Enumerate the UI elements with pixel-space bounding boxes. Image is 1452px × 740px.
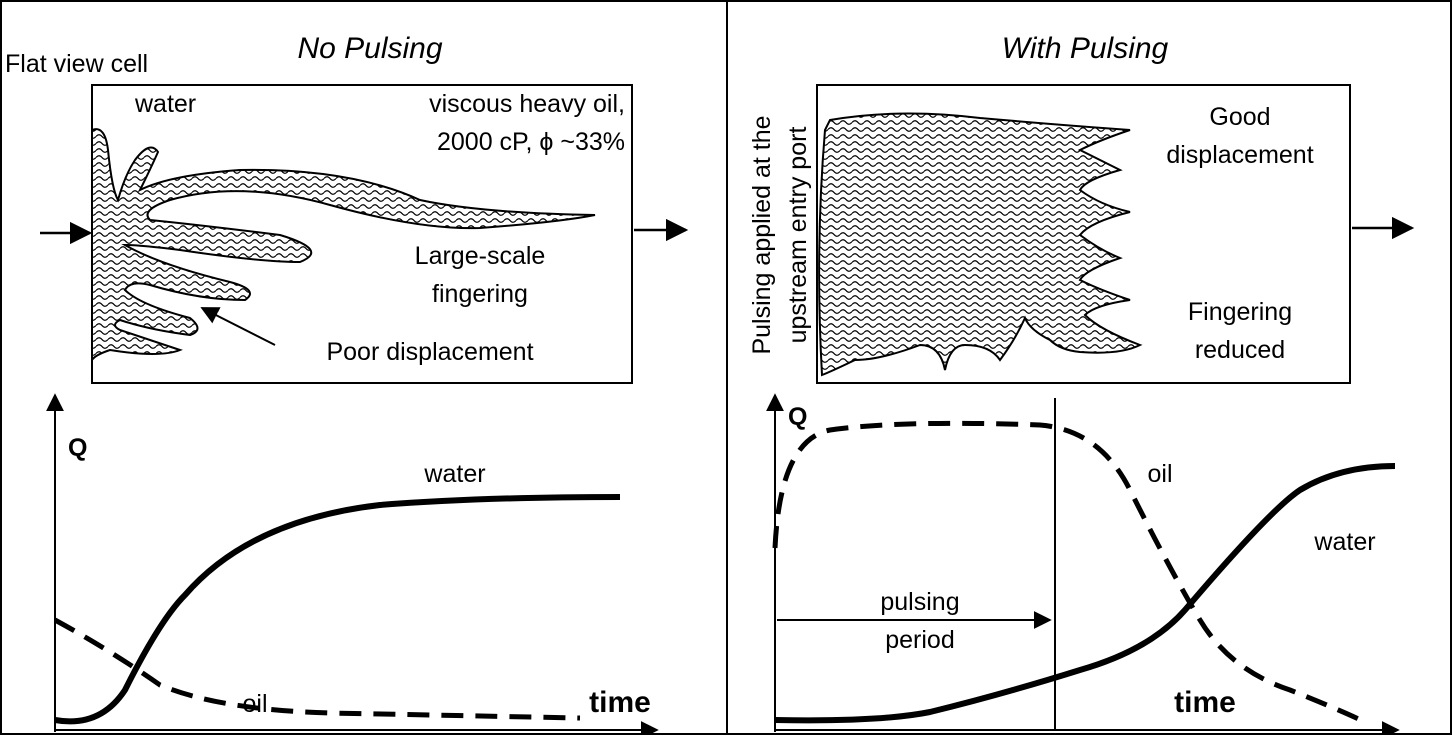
label: oil bbox=[1147, 460, 1172, 488]
axis-label: Q bbox=[68, 434, 87, 462]
label: displacement bbox=[1166, 141, 1313, 169]
left-panel: No Pulsing Flat view cell water viscous … bbox=[5, 32, 689, 739]
label: oil bbox=[242, 690, 267, 718]
oil-fingers bbox=[91, 128, 596, 364]
label: Large-scale bbox=[415, 242, 546, 270]
axis-label: time bbox=[589, 686, 651, 719]
label: 2000 cP, ϕ ~33% bbox=[437, 128, 625, 156]
axis-label: Q bbox=[788, 403, 807, 431]
label: water bbox=[1313, 528, 1375, 556]
label: reduced bbox=[1195, 336, 1285, 364]
water-curve bbox=[774, 463, 1396, 724]
label: water bbox=[423, 460, 485, 488]
title: No Pulsing bbox=[297, 32, 442, 65]
arrow bbox=[200, 307, 276, 346]
water-curve bbox=[54, 494, 621, 725]
label: Good bbox=[1209, 103, 1270, 131]
title: With Pulsing bbox=[1002, 32, 1169, 65]
label: Fingering bbox=[1188, 298, 1292, 326]
label: water bbox=[134, 90, 196, 118]
cell bbox=[816, 84, 1351, 384]
axis-label: time bbox=[1174, 686, 1236, 719]
oil-displaced bbox=[818, 112, 1143, 377]
oil-curve bbox=[772, 420, 1367, 725]
right-panel: With Pulsing Pulsing applied at the upst… bbox=[748, 32, 1415, 739]
label: Flat view cell bbox=[5, 50, 148, 78]
label: viscous heavy oil, bbox=[429, 90, 625, 118]
label: fingering bbox=[432, 280, 528, 308]
label: pulsing bbox=[880, 588, 959, 616]
label: period bbox=[885, 626, 955, 654]
label: upstream entry port bbox=[784, 127, 812, 344]
oil-curve bbox=[53, 617, 581, 721]
label: Poor displacement bbox=[326, 338, 533, 366]
label: Pulsing applied at the bbox=[748, 115, 776, 354]
